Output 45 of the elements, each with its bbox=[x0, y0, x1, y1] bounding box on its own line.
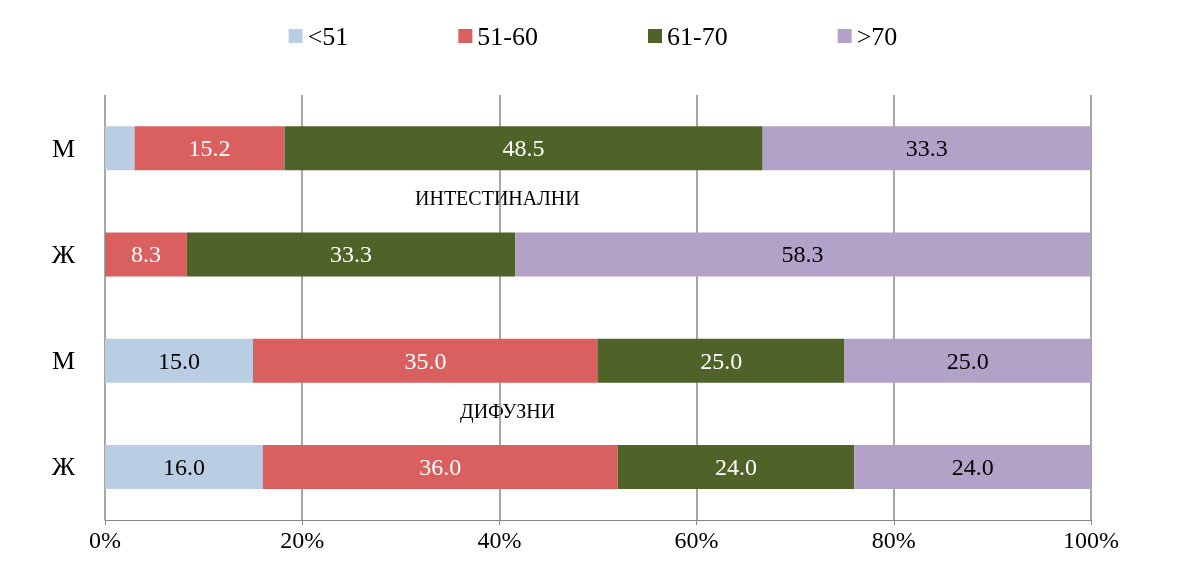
data-label: 24.0 bbox=[715, 453, 758, 480]
y-tick-label: Ж bbox=[51, 452, 76, 482]
bar bbox=[105, 444, 263, 489]
bar bbox=[262, 444, 618, 489]
bar bbox=[598, 338, 845, 383]
bar bbox=[854, 444, 1091, 489]
bar bbox=[105, 338, 253, 383]
bar bbox=[252, 338, 598, 383]
data-label: 24.0 bbox=[951, 453, 994, 480]
bar bbox=[844, 338, 1091, 383]
legend-label: 51-60 bbox=[477, 21, 539, 51]
y-tick-label: М bbox=[51, 346, 75, 376]
data-label: 15.0 bbox=[157, 347, 200, 374]
x-tick-label: 0% bbox=[89, 527, 121, 553]
bar bbox=[515, 232, 1091, 277]
bar bbox=[105, 126, 135, 171]
data-label: 48.5 bbox=[502, 135, 545, 162]
bar bbox=[134, 126, 285, 171]
data-label: 8.3 bbox=[130, 241, 161, 268]
x-tick-label: 40% bbox=[477, 527, 522, 553]
x-tick-label: 20% bbox=[280, 527, 325, 553]
data-label: 33.3 bbox=[905, 135, 948, 162]
legend-label: >70 bbox=[856, 21, 898, 51]
bar bbox=[762, 126, 1091, 171]
bar bbox=[186, 232, 516, 277]
y-tick-label: Ж bbox=[51, 239, 76, 269]
bar bbox=[284, 126, 763, 171]
data-label: 25.0 bbox=[946, 347, 989, 374]
legend-label: 61-70 bbox=[667, 21, 728, 51]
x-tick-label: 60% bbox=[674, 527, 719, 553]
data-label: 25.0 bbox=[700, 347, 743, 374]
y-tick-label: М bbox=[51, 133, 75, 163]
bar bbox=[105, 232, 187, 277]
data-label: 35.0 bbox=[404, 347, 447, 374]
data-label: 33.3 bbox=[330, 241, 373, 268]
annotation: ДИФУЗНИ bbox=[460, 399, 556, 423]
x-tick-label: 100% bbox=[1063, 527, 1119, 553]
data-label: 15.2 bbox=[188, 135, 231, 162]
x-tick-label: 80% bbox=[871, 527, 916, 553]
data-label: 58.3 bbox=[781, 241, 824, 268]
data-label: 36.0 bbox=[419, 453, 462, 480]
bar bbox=[617, 444, 855, 489]
legend-label: <51 bbox=[307, 21, 349, 51]
data-label: 16.0 bbox=[162, 453, 205, 480]
annotation: ИНТЕСТИНАЛНИ bbox=[415, 187, 580, 210]
